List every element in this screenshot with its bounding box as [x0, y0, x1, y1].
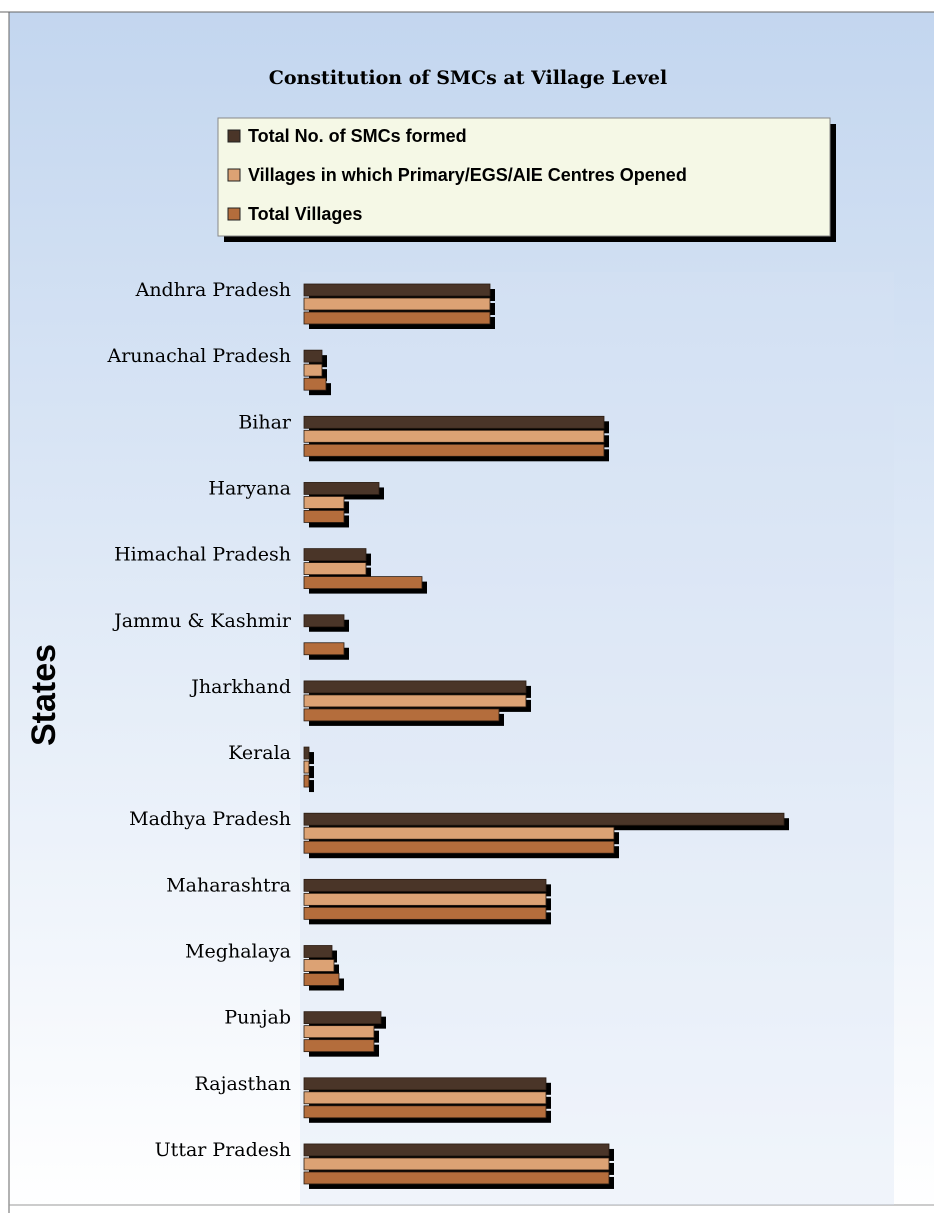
bar — [303, 760, 310, 774]
bar — [303, 906, 547, 920]
bar — [303, 1025, 375, 1039]
bar — [303, 443, 605, 457]
bar — [303, 311, 491, 325]
bar — [303, 1171, 610, 1185]
bar — [303, 1077, 547, 1091]
bar — [303, 1143, 610, 1157]
y-tick-label: Madhya Pradesh — [129, 808, 291, 830]
bar — [303, 694, 527, 708]
y-tick-label: Bihar — [238, 411, 292, 433]
bar — [303, 1039, 375, 1053]
bar — [303, 826, 615, 840]
bar — [303, 297, 491, 311]
bar — [303, 349, 323, 363]
bar-shadow — [309, 780, 314, 793]
y-tick-label: Rajasthan — [195, 1073, 291, 1095]
bar — [303, 496, 345, 509]
legend-label: Total Villages — [248, 204, 362, 224]
bar — [303, 892, 547, 906]
bar — [303, 510, 345, 523]
y-tick-label: Andhra Pradesh — [135, 279, 291, 301]
bar — [303, 878, 547, 892]
legend-swatch — [227, 168, 241, 182]
bar — [303, 774, 310, 788]
bar — [303, 680, 527, 694]
bar — [303, 746, 310, 760]
bar — [303, 840, 615, 854]
chart-title: Constitution of SMCs at Village Level — [269, 67, 668, 89]
bar-shadow — [309, 752, 314, 765]
bar — [303, 576, 423, 589]
y-tick-label: Jammu & Kashmir — [112, 610, 292, 632]
bar — [303, 415, 605, 429]
bar-shadow — [309, 766, 314, 779]
bar — [303, 1091, 547, 1105]
bar — [303, 959, 335, 972]
y-tick-label: Kerala — [228, 742, 291, 764]
bar — [303, 548, 367, 561]
bar — [303, 363, 323, 377]
bar — [303, 642, 345, 656]
y-tick-label: Meghalaya — [185, 941, 291, 963]
bar — [303, 708, 500, 722]
y-tick-label: Maharashtra — [166, 874, 291, 896]
bar — [303, 482, 380, 495]
legend-label: Total No. of SMCs formed — [248, 126, 467, 146]
bar — [303, 429, 605, 443]
bar — [303, 945, 333, 958]
legend — [217, 117, 831, 237]
y-tick-label: Arunachal Pradesh — [106, 345, 291, 367]
y-tick-label: Haryana — [208, 477, 291, 499]
y-tick-label: Uttar Pradesh — [155, 1139, 291, 1161]
bar — [303, 812, 785, 826]
y-tick-label: Punjab — [224, 1007, 291, 1029]
bar — [303, 973, 340, 986]
y-axis-label: States — [25, 644, 63, 746]
bar — [303, 1105, 547, 1119]
bar — [303, 614, 345, 628]
legend-swatch — [227, 129, 241, 143]
legend-swatch — [227, 207, 241, 221]
y-tick-label: Himachal Pradesh — [114, 544, 291, 566]
plot-area — [300, 272, 894, 1205]
legend-label: Villages in which Primary/EGS/AIE Centre… — [248, 165, 687, 185]
bar — [303, 1157, 610, 1171]
bar — [303, 1011, 382, 1025]
y-tick-label: Jharkhand — [189, 676, 291, 698]
bar — [303, 283, 491, 297]
bar — [303, 562, 367, 575]
bar — [303, 377, 327, 391]
